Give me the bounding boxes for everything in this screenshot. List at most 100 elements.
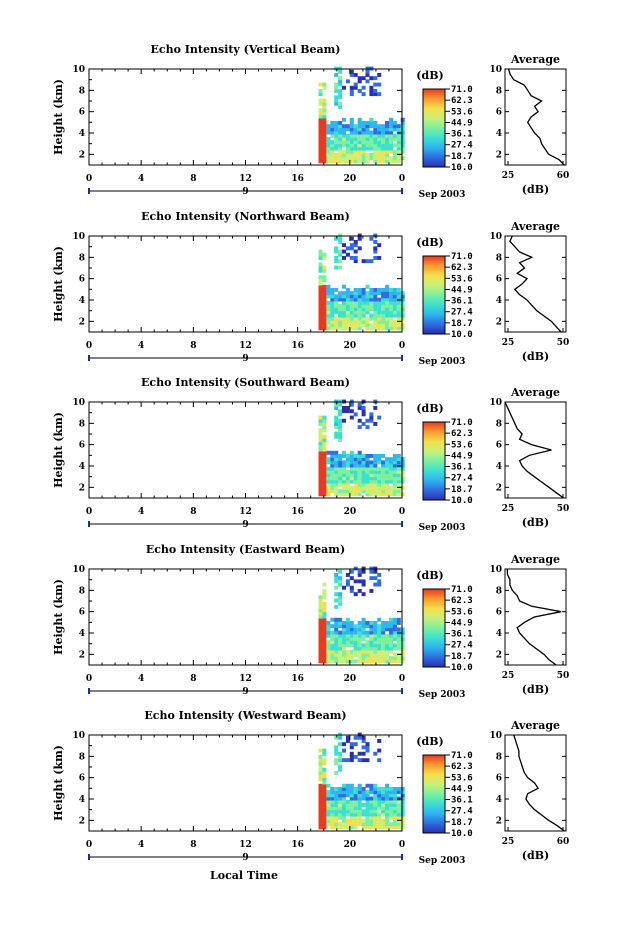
heatmap-cell [326,156,331,161]
heatmap-cell [342,313,346,318]
average-x-label: (dB) [522,183,549,196]
heatmap-cell [322,793,327,798]
heatmap-cell [396,790,401,795]
heatmap-cell [373,294,378,299]
heatmap-cell [400,323,405,328]
heatmap-cell [330,313,335,318]
heatmap-cell [373,793,378,798]
heatmap-cell [322,473,327,478]
heatmap-cell [361,409,366,414]
heatmap-cell [381,646,386,651]
heatmap-cell [361,479,366,484]
colorbar [422,255,446,335]
heatmap-cell [361,659,366,664]
heatmap-cell [322,463,327,468]
heatmap-cell [357,630,362,635]
heatmap-cell [365,310,370,315]
heatmap-cell [342,454,346,458]
heatmap-cell [334,466,339,471]
heatmap-cell [361,412,366,417]
heatmap-cell [377,133,382,138]
heatmap-cell [377,143,382,148]
heatmap-cell [322,653,327,657]
heatmap-cell [373,422,378,426]
heatmap-cell [349,450,354,455]
heatmap-cell [326,653,331,657]
y-axis-label: Height (km) [52,246,65,322]
heatmap-cell [334,482,339,487]
heatmap-cell [318,284,323,289]
heatmap-cell [369,117,374,122]
average-y-tick-label: 4 [496,129,502,139]
heatmap-cell [373,133,378,138]
heatmap-cell [361,304,366,308]
heatmap-cell [349,294,354,299]
colorbar-tick-label: 18.7 [451,152,473,162]
heatmap-cell [349,409,354,414]
heatmap-cell [377,460,382,465]
colorbar-unit: (dB) [416,569,443,582]
y-tick-label: 4 [79,296,85,306]
heatmap-cell [381,627,386,632]
heatmap-cell [373,288,378,292]
heatmap-cell [377,579,382,584]
heatmap-cell [361,130,366,135]
heatmap-cell [396,326,401,331]
heatmap-cell [389,659,393,664]
heatmap-cell [326,809,331,814]
heatmap-cell [377,316,382,321]
heatmap-cell [392,621,397,625]
heatmap-cell [326,492,331,497]
heatmap-cell [396,659,401,664]
heatmap-cell [342,633,346,638]
heatmap-cell [385,463,389,468]
heatmap-cell [373,124,378,129]
heatmap-cell [338,143,343,148]
heatmap-cell [373,479,378,484]
heatmap-cell [342,326,346,331]
heatmap-cell [318,624,323,629]
heatmap-cell [353,73,358,77]
average-x-tick-label: 50 [557,671,570,681]
heatmap-cell [345,739,350,743]
heatmap-cell [392,156,397,161]
heatmap-cell [396,806,401,811]
heatmap-cell [396,149,401,154]
heatmap-cell [349,803,354,807]
average-y-tick-label: 6 [496,275,502,285]
heatmap-cell [353,790,358,795]
heatmap-cell [322,460,327,465]
panel-title: Echo Intensity (Vertical Beam) [150,43,340,56]
heatmap-cell [318,431,323,436]
x-tick-label: 4 [138,507,144,517]
heatmap-cell [373,246,378,251]
heatmap-cell [345,133,350,138]
heatmap-cell [342,585,346,590]
heatmap-cell [365,137,370,141]
heatmap-cell [381,313,386,318]
heatmap-cell [400,473,405,478]
heatmap-cell [361,630,366,635]
heatmap-cell [322,143,327,148]
heatmap-cell [396,803,401,807]
heatmap-cell [357,492,362,497]
heatmap-cell [369,489,374,494]
heatmap-cell [349,320,354,324]
heatmap-cell [334,425,339,430]
heatmap-cell [373,473,378,478]
heatmap-cell [385,492,389,497]
heatmap-cell [318,822,323,827]
heatmap-cell [318,758,323,763]
heatmap-cell [345,783,350,788]
heatmap-cell [389,291,393,296]
heatmap-cell [326,124,331,129]
heatmap-cell [345,156,350,161]
heatmap-cell [326,159,331,164]
heatmap-cell [318,482,323,487]
heatmap-cell [365,745,370,750]
heatmap-cell [357,646,362,651]
heatmap-cell [318,278,323,283]
heatmap-cell [392,463,397,468]
heatmap-cell [353,466,358,471]
heatmap-cell [345,159,350,164]
